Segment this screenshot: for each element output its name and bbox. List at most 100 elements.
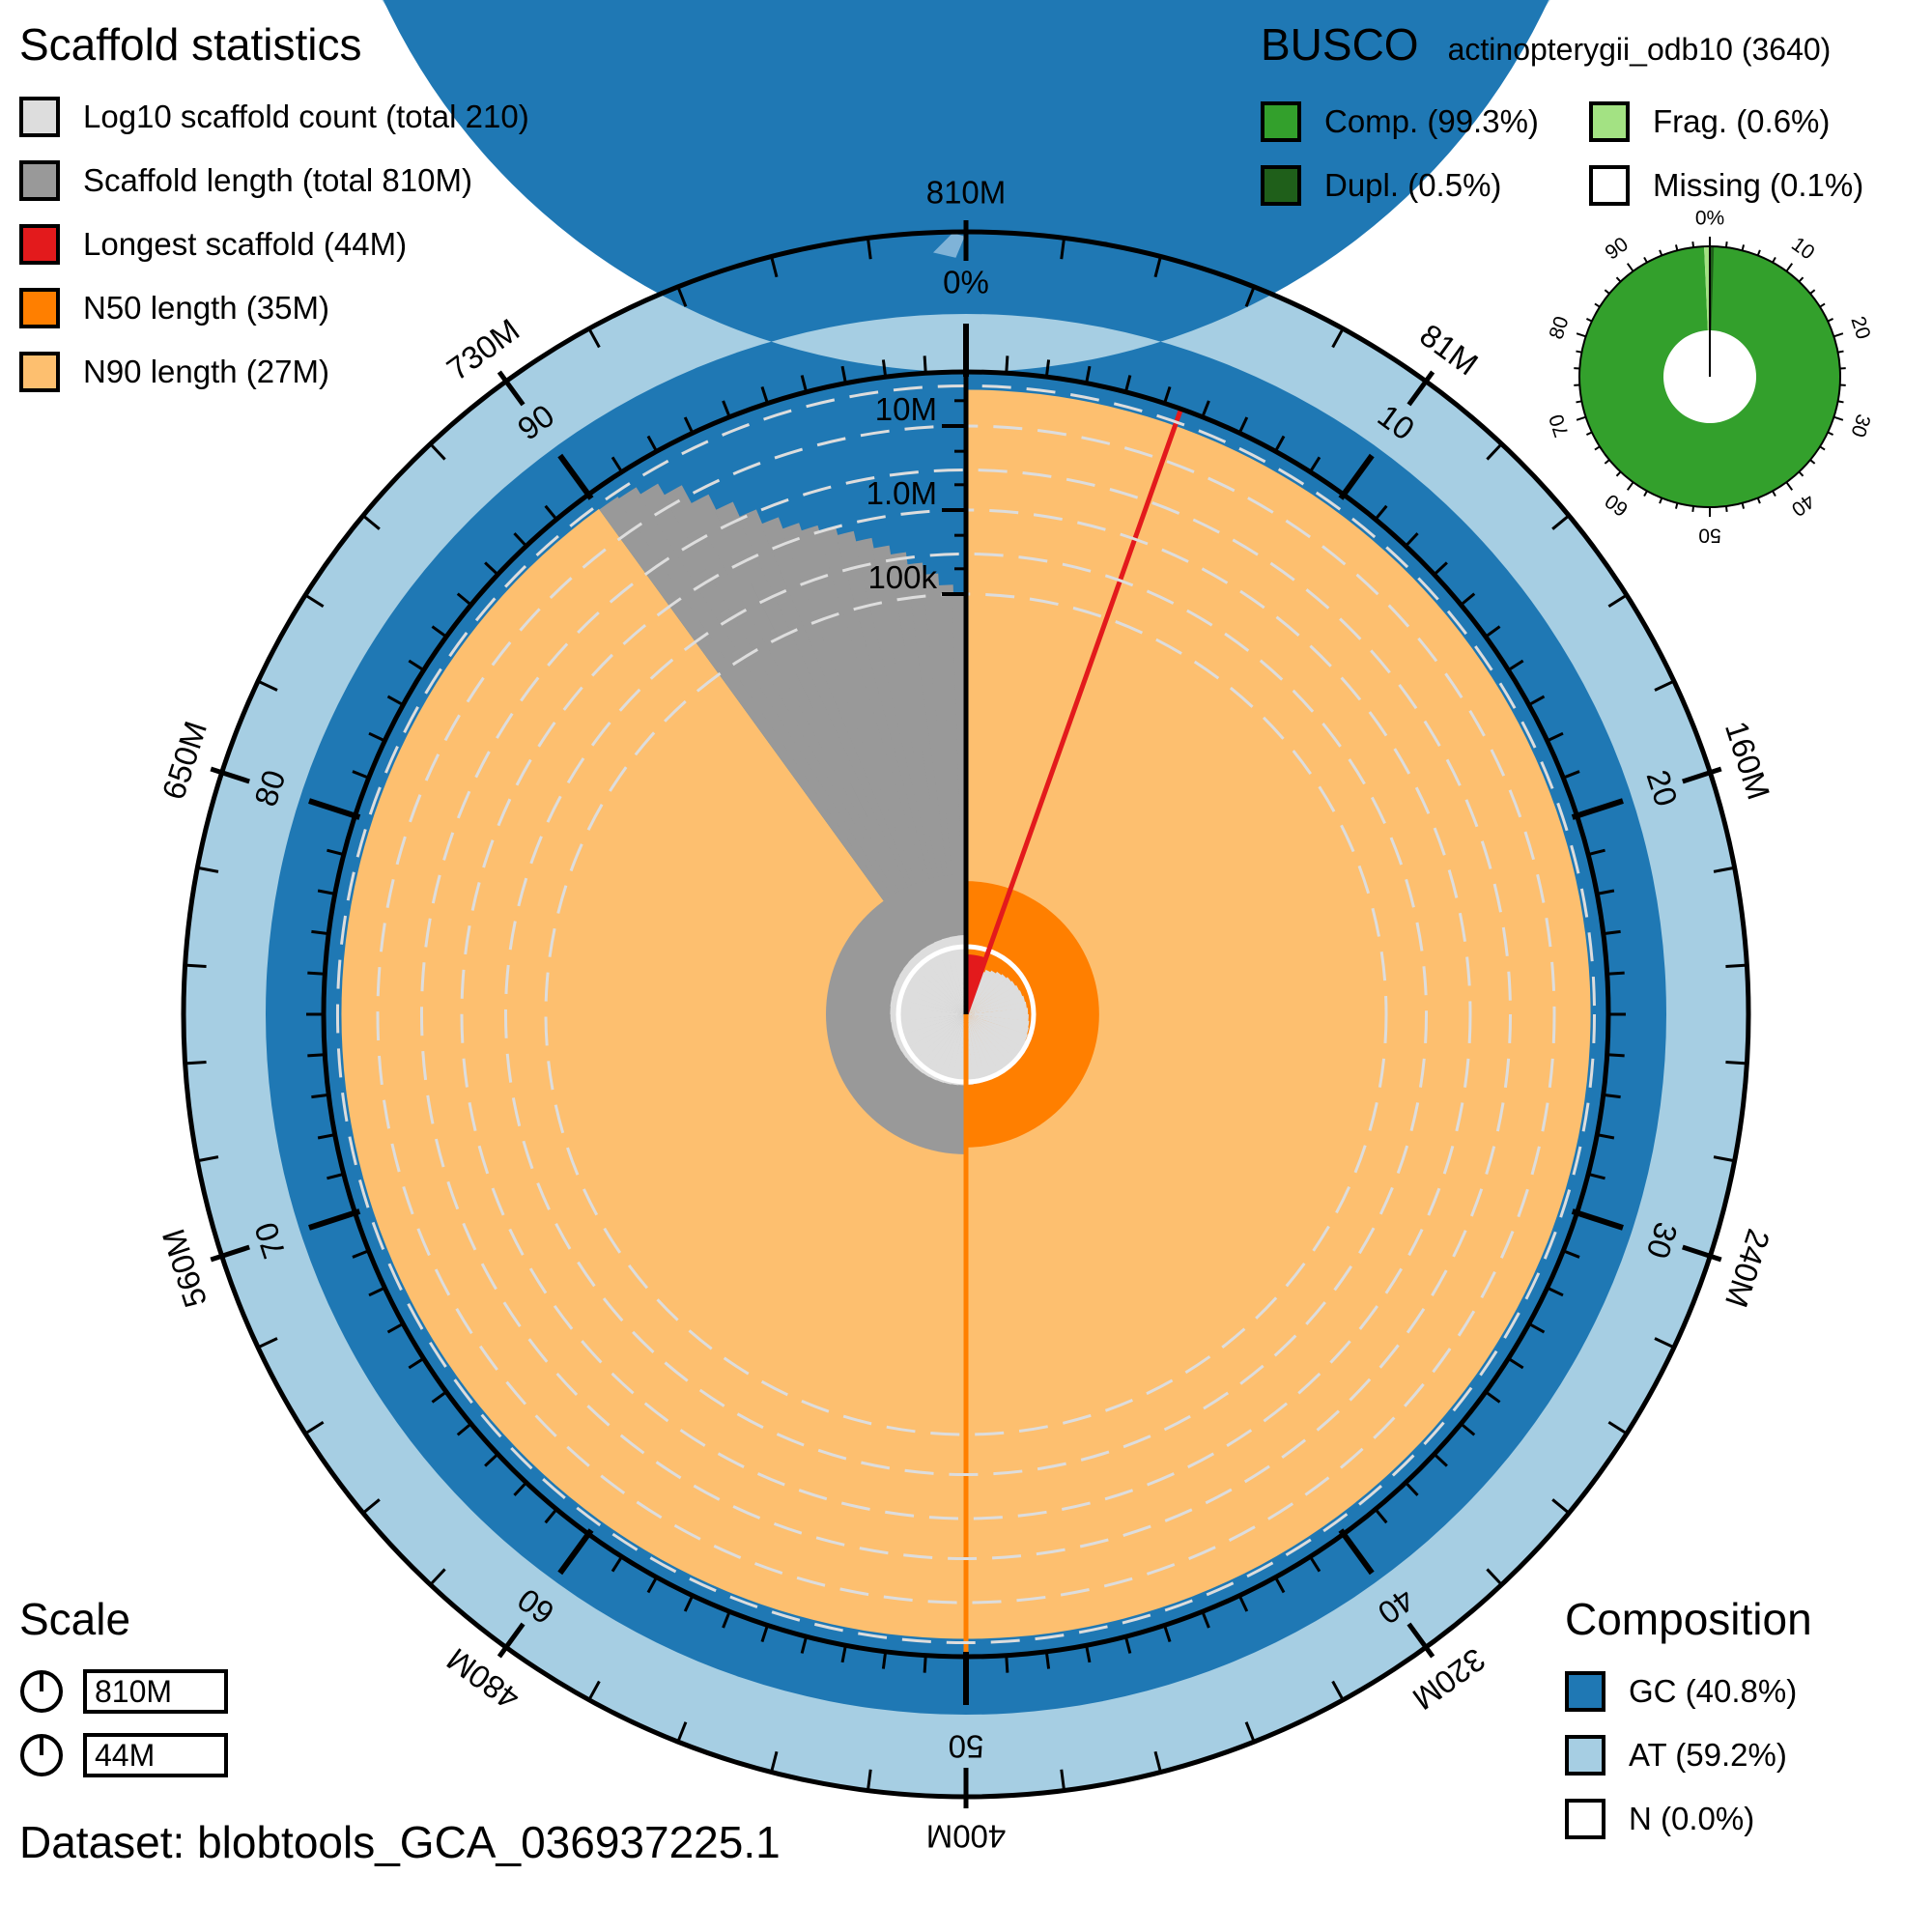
scaffold-count-segment bbox=[908, 955, 966, 1014]
percent-minor-tick bbox=[611, 1555, 623, 1573]
scale-clock-icon bbox=[20, 1670, 63, 1713]
busco-tick bbox=[1819, 445, 1826, 451]
length-minor-tick bbox=[257, 679, 278, 692]
percent-minor-tick bbox=[646, 1577, 658, 1594]
length-minor-tick bbox=[1244, 286, 1256, 307]
busco-tick-label: 70 bbox=[1546, 412, 1574, 440]
length-minor-tick bbox=[1331, 327, 1345, 349]
length-major-tick bbox=[1682, 1244, 1722, 1263]
percent-minor-tick bbox=[352, 1249, 370, 1259]
busco-tick bbox=[1741, 502, 1746, 509]
length-minor-tick bbox=[1486, 442, 1503, 461]
legend-item-n50: N50 length (35M) bbox=[19, 276, 529, 340]
percent-minor-tick bbox=[1485, 1390, 1501, 1404]
radial-tick-label: 10M bbox=[875, 391, 937, 427]
scale-value: 44M bbox=[83, 1733, 228, 1777]
length-minor-tick bbox=[1060, 238, 1066, 260]
scale-item-total: 810M bbox=[19, 1660, 228, 1723]
busco-tick bbox=[1798, 276, 1804, 283]
busco-legend-title: BUSCO actinopterygii_odb10 (3640) bbox=[1261, 19, 1898, 74]
busco-tick bbox=[1594, 445, 1601, 451]
legend-item-scaffold-length: Scaffold length (total 810M) bbox=[19, 149, 529, 213]
composition-legend: Composition GC (40.8%) AT (59.2%) N (0.0… bbox=[1565, 1594, 1812, 1851]
length-minor-tick bbox=[866, 238, 872, 260]
busco-tick bbox=[1741, 244, 1746, 251]
percent-minor-tick bbox=[1405, 1481, 1419, 1496]
length-axis-label: 810M bbox=[926, 175, 1007, 211]
busco-tick bbox=[1615, 470, 1622, 477]
legend-swatch bbox=[1261, 101, 1301, 142]
legend-swatch bbox=[1565, 1799, 1605, 1839]
busco-tick bbox=[1659, 497, 1663, 504]
busco-tick bbox=[1691, 241, 1695, 248]
length-minor-tick bbox=[1551, 514, 1571, 530]
percent-minor-tick bbox=[1528, 1322, 1546, 1334]
radial-tick-label: 1.0M bbox=[867, 475, 937, 511]
scaffold-count-segment bbox=[966, 977, 1011, 1014]
busco-tick bbox=[1594, 302, 1601, 308]
scaffold-count-segment bbox=[966, 1001, 1027, 1014]
legend-item-gc: GC (40.8%) bbox=[1565, 1660, 1812, 1723]
scaffold-count-segment bbox=[966, 1014, 988, 1083]
scaffold-count-segment bbox=[966, 1014, 1026, 1048]
scaffold-count-segment bbox=[903, 962, 966, 1014]
percent-minor-tick bbox=[1309, 456, 1321, 473]
percent-minor-tick bbox=[317, 1133, 336, 1140]
busco-lineage: actinopterygii_odb10 (3640) bbox=[1447, 32, 1832, 67]
scaffold-count-segment bbox=[916, 1014, 966, 1074]
legend-label: N50 length (35M) bbox=[83, 290, 329, 326]
busco-tick bbox=[1819, 302, 1826, 308]
length-minor-tick bbox=[185, 963, 207, 969]
legend-item-scaffold-count: Log10 scaffold count (total 210) bbox=[19, 85, 529, 149]
percent-minor-tick bbox=[431, 625, 447, 639]
scaffold-count-segment bbox=[966, 1014, 1020, 1060]
percent-minor-tick bbox=[800, 1635, 809, 1654]
percent-minor-tick bbox=[368, 731, 385, 743]
busco-tick bbox=[1809, 459, 1816, 465]
percent-minor-tick bbox=[1562, 1249, 1580, 1259]
scaffold-count-segment bbox=[941, 937, 966, 1014]
scaffold-count-segment bbox=[923, 1014, 966, 1078]
busco-tick-label: 0% bbox=[1695, 208, 1724, 230]
percent-major-tick bbox=[308, 798, 361, 820]
percent-minor-tick bbox=[386, 695, 404, 706]
length-minor-tick bbox=[429, 442, 446, 461]
percent-minor-tick bbox=[1485, 625, 1501, 639]
busco-fragmented-arc bbox=[1704, 246, 1710, 331]
length-minor-tick bbox=[866, 1769, 872, 1791]
length-minor-tick bbox=[1551, 1498, 1571, 1515]
length-minor-tick bbox=[1713, 866, 1735, 873]
busco-tick bbox=[1798, 470, 1804, 477]
scaffold-count-segment bbox=[966, 1014, 1001, 1078]
length-major-tick bbox=[210, 1244, 250, 1263]
percent-minor-tick bbox=[1596, 1133, 1615, 1140]
percent-minor-tick bbox=[544, 1508, 558, 1524]
percent-minor-tick bbox=[1596, 889, 1615, 895]
scaffold-count-segment bbox=[966, 984, 1020, 1014]
length-minor-tick bbox=[429, 1568, 446, 1586]
busco-tick bbox=[1576, 400, 1582, 404]
scale-item-longest: 44M bbox=[19, 1723, 228, 1787]
scaffold-count-segment bbox=[926, 942, 966, 1014]
percent-minor-tick bbox=[311, 929, 329, 936]
percent-minor-tick bbox=[1528, 695, 1546, 706]
percent-minor-tick bbox=[1547, 1286, 1564, 1297]
scaffold-count-segment bbox=[892, 1014, 966, 1038]
legend-item-busco-fragmented: Frag. (0.6%) bbox=[1589, 90, 1898, 154]
length-minor-tick bbox=[1486, 1568, 1503, 1586]
scaffold-count-segment bbox=[893, 982, 966, 1014]
scaffold-count-segment bbox=[911, 1014, 966, 1069]
legend-item-busco-missing: Missing (0.1%) bbox=[1589, 154, 1898, 217]
busco-tick-label: 20 bbox=[1846, 314, 1874, 342]
legend-label: N (0.0%) bbox=[1629, 1801, 1755, 1836]
percent-minor-tick bbox=[1547, 731, 1564, 743]
percent-minor-tick bbox=[513, 1481, 527, 1496]
busco-tick-label: 50 bbox=[1698, 524, 1720, 546]
busco-tick bbox=[1827, 318, 1834, 323]
percent-minor-tick bbox=[1123, 1635, 1132, 1654]
length-minor-tick bbox=[197, 866, 219, 873]
percent-minor-tick bbox=[1405, 532, 1419, 548]
busco-tick bbox=[1756, 249, 1761, 256]
busco-tick bbox=[1674, 502, 1679, 509]
percent-minor-tick bbox=[1201, 1610, 1210, 1629]
